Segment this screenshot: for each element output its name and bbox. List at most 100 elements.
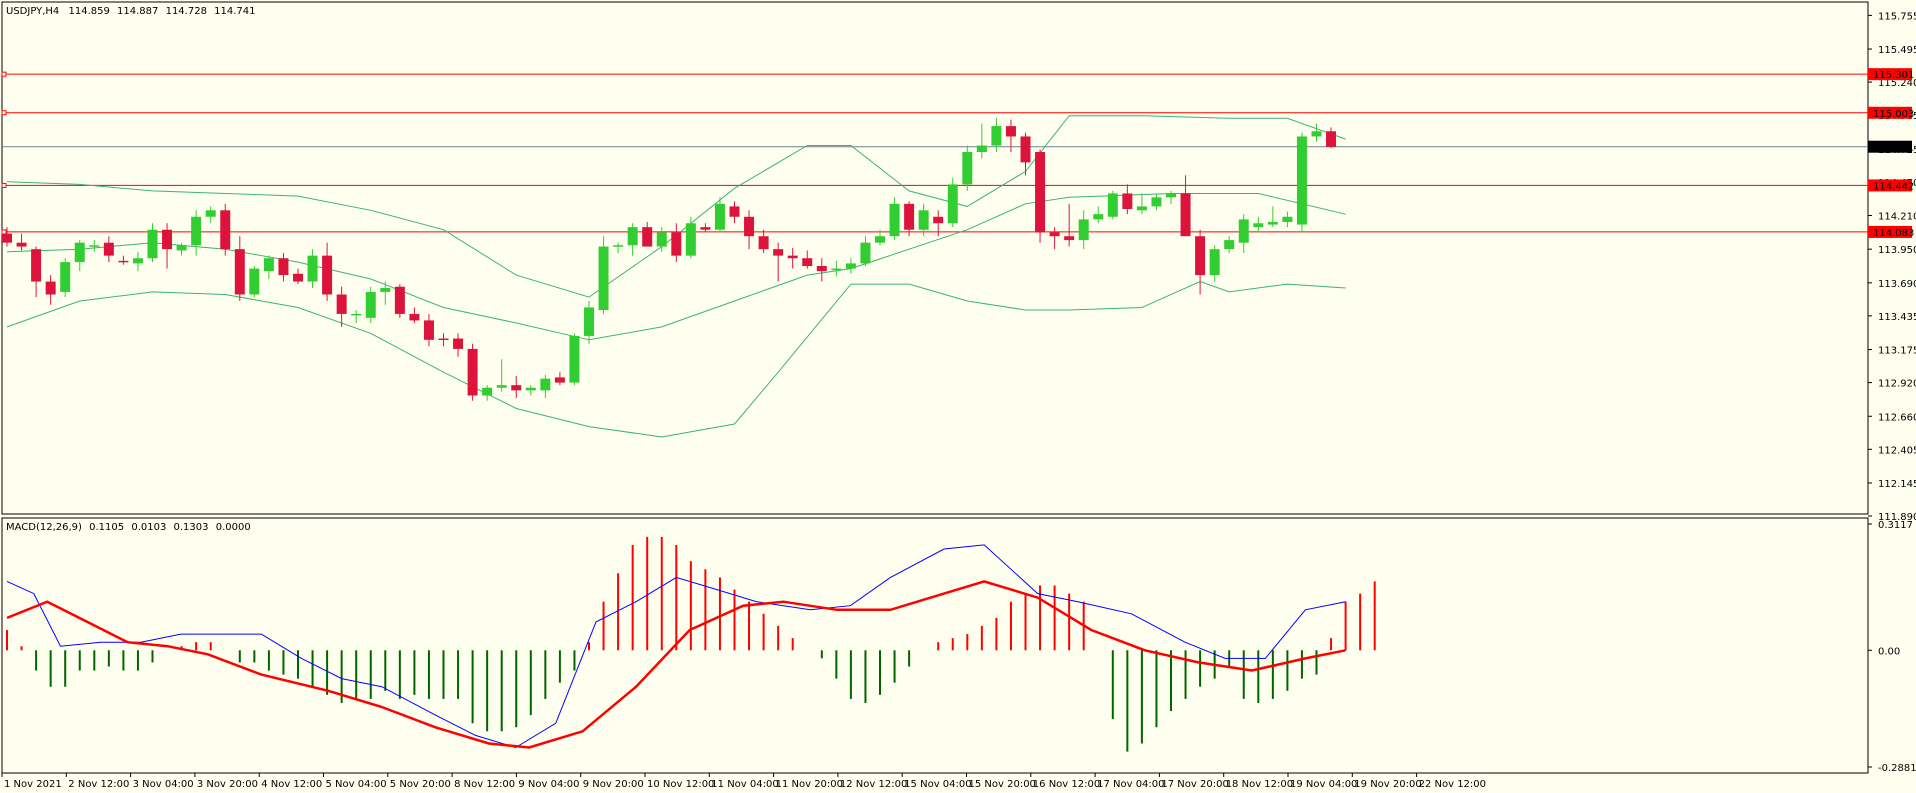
level-label-0: 115.301 [1873, 70, 1914, 81]
candle-body-74 [1078, 219, 1089, 241]
price-tick-7: 113.950 [1878, 245, 1916, 256]
candle-body-12 [176, 245, 187, 251]
candle-body-87 [1267, 221, 1278, 225]
candle-body-73 [1064, 236, 1075, 241]
candle-body-59 [860, 242, 871, 264]
candle-body-23 [336, 294, 347, 314]
candle-body-4 [60, 262, 71, 292]
time-tick-8: 9 Nov 04:00 [518, 779, 579, 790]
symbol-header: USDJPY,H4 114.859 114.887 114.728 114.74… [6, 6, 255, 17]
macd-value-0: 0.1105 [89, 522, 124, 533]
candle-body-38 [554, 377, 565, 383]
band-upper [6, 115, 1346, 298]
level-handle-1 [1, 110, 7, 116]
candle-body-35 [511, 385, 522, 391]
candle-body-55 [802, 258, 813, 266]
candle-body-43 [627, 227, 638, 246]
level-labels: 115.301 115.003 114.442 114.083 114.741 [1868, 68, 1914, 239]
candle-body-77 [1122, 193, 1133, 210]
time-tick-13: 12 Nov 12:00 [840, 779, 907, 790]
candle-body-41 [598, 246, 609, 311]
macd-tick-1: 0.00 [1878, 646, 1900, 657]
candle-body-16 [234, 249, 245, 295]
candle-body-51 [744, 216, 755, 237]
band-lower [6, 280, 1346, 438]
candle-body-21 [307, 255, 318, 282]
candle-body-18 [263, 258, 274, 272]
candle-body-80 [1166, 193, 1176, 198]
candle-body-5 [74, 242, 85, 263]
candle-body-66 [962, 152, 973, 185]
macd-histogram [6, 536, 1376, 752]
level-label-bg-3 [1868, 225, 1912, 238]
candle-body-44 [642, 227, 653, 247]
price-panel-frame [1, 1, 1869, 515]
candle-body-60 [875, 236, 885, 243]
candle-body-3 [45, 281, 56, 295]
candle-body-45 [656, 232, 667, 247]
candle-body-68 [991, 126, 1002, 146]
candle-body-6 [89, 245, 100, 247]
candle-body-50 [729, 206, 740, 217]
ohlc-close: 114.741 [214, 6, 255, 17]
candle-body-11 [162, 229, 173, 250]
price-tick-14: 112.145 [1878, 479, 1916, 490]
macd-lines [6, 544, 1346, 749]
bollinger-bands [6, 115, 1346, 438]
candle-body-79 [1151, 197, 1162, 207]
candle-body-62 [904, 203, 915, 230]
candle-body-56 [816, 266, 827, 272]
candle-body-40 [584, 307, 594, 336]
level-label-1: 115.003 [1873, 109, 1914, 120]
candle-body-34 [496, 385, 507, 388]
candle-body-47 [685, 223, 696, 256]
price-tick-12: 112.660 [1878, 412, 1916, 423]
price-tick-2: 115.240 [1878, 78, 1916, 89]
price-tick-9: 113.435 [1878, 312, 1916, 323]
level-label-2: 114.442 [1873, 181, 1914, 192]
time-tick-18: 17 Nov 20:00 [1161, 779, 1228, 790]
macd-tick-0: 0.3117 [1878, 520, 1913, 531]
candle-body-31 [453, 338, 464, 349]
candle-body-33 [482, 387, 493, 396]
time-tick-22: 22 Nov 12:00 [1419, 779, 1486, 790]
candle-body-84 [1224, 240, 1235, 250]
candle-body-25 [365, 291, 376, 318]
level-label-bg-0 [1868, 68, 1912, 81]
candle-body-30 [438, 338, 449, 341]
candle-body-53 [773, 249, 784, 256]
candle-body-17 [249, 268, 260, 295]
candle-body-10 [147, 229, 158, 259]
price-tick-10: 113.175 [1878, 346, 1916, 357]
candle-body-42 [613, 245, 624, 247]
time-tick-4: 4 Nov 12:00 [261, 779, 322, 790]
candle-body-19 [278, 258, 289, 276]
price-tick-13: 112.405 [1878, 445, 1916, 456]
level-label-bg-1 [1868, 106, 1912, 119]
time-tick-6: 5 Nov 20:00 [390, 779, 451, 790]
candle-body-9 [132, 258, 143, 264]
candle-body-85 [1238, 219, 1249, 243]
time-tick-21: 19 Nov 20:00 [1354, 779, 1421, 790]
candle-body-72 [1049, 232, 1060, 237]
level-label-bg-2 [1868, 179, 1912, 192]
candle-body-91 [1326, 131, 1337, 147]
candle-body-46 [671, 232, 682, 256]
time-tick-5: 5 Nov 04:00 [326, 779, 387, 790]
candle-body-54 [787, 255, 798, 259]
candle-body-2 [31, 249, 42, 282]
time-tick-19: 18 Nov 12:00 [1226, 779, 1293, 790]
candle-body-58 [845, 263, 856, 269]
candle-body-57 [831, 268, 842, 271]
price-tick-8: 113.690 [1878, 279, 1916, 290]
candle-body-49 [714, 203, 725, 230]
candle-body-14 [205, 210, 216, 217]
level-handle-0 [1, 71, 7, 77]
price-tick-6: 114.210 [1878, 211, 1916, 222]
candle-body-82 [1195, 236, 1206, 276]
candle-body-27 [394, 286, 405, 314]
candle-body-28 [409, 313, 420, 321]
candle-body-8 [118, 260, 129, 263]
candle-body-37 [540, 378, 551, 391]
